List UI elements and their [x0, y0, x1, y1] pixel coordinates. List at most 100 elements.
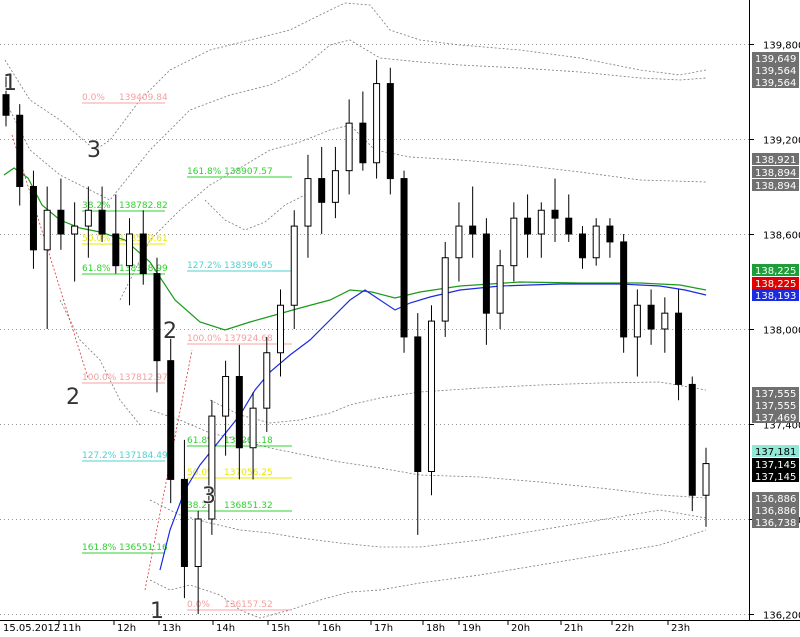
fib-level-price: 137261.18: [224, 436, 273, 446]
y-axis-label: 138,000: [763, 326, 800, 337]
envelope-band: [4, 2, 707, 151]
candle-body: [702, 463, 710, 496]
fib-level-pct: 50.0%: [82, 234, 111, 244]
candle-body: [29, 186, 37, 251]
fib-level-price: 136551.16: [119, 543, 168, 553]
fib-level-price: 137184.49: [119, 451, 168, 461]
envelope-band: [149, 499, 707, 548]
candle-body: [647, 304, 655, 330]
fib-level-price: 139409.84: [119, 93, 168, 103]
candle-body: [290, 225, 298, 306]
price-tag: [752, 470, 799, 482]
candle-body: [16, 114, 24, 187]
price-tag: [752, 264, 799, 276]
x-axis-label: 17h: [374, 623, 393, 633]
x-axis-label: 23h: [671, 623, 690, 633]
envelope-band: [204, 194, 306, 231]
envelope-band: [209, 381, 707, 424]
price-tag-label: 136,886: [755, 494, 796, 505]
candle-body: [414, 336, 422, 472]
x-axis-label: 22h: [615, 623, 634, 633]
y-axis-label: 136,200: [763, 611, 800, 622]
candle-body: [222, 376, 230, 417]
price-tag: [752, 289, 799, 301]
candle-body: [359, 122, 367, 164]
price-tag: [752, 166, 799, 178]
candle-body: [455, 225, 463, 259]
wave-label: 2: [163, 319, 177, 344]
fib-level-price: 138907.57: [224, 167, 273, 177]
price-tag: [752, 445, 799, 457]
price-tag: [752, 153, 799, 165]
price-tag-label: 137,181: [755, 447, 796, 458]
fib-level-price: 137056.25: [224, 468, 273, 478]
candle-body: [537, 209, 545, 235]
fib-level-pct: 61.8%: [187, 436, 216, 446]
fib-level-pct: 127.2%: [187, 261, 222, 271]
candle-body: [71, 225, 79, 235]
candle-body: [551, 209, 559, 219]
fib-level-pct: 38.2%: [82, 201, 111, 211]
fib-level-price: 136851.32: [224, 501, 273, 511]
price-tag: [752, 64, 799, 76]
envelope-band: [119, 124, 707, 301]
x-axis-label: 14h: [216, 623, 235, 633]
candle-body: [441, 257, 449, 322]
candle-body: [126, 233, 134, 267]
x-axis-label: 20h: [511, 623, 530, 633]
fib-level-pct: 161.8%: [82, 543, 117, 553]
fib-level-pct: 38.2%: [187, 501, 216, 511]
x-axis-label: 21h: [564, 623, 583, 633]
fib-level-price: 138396.95: [224, 261, 273, 271]
candle-body: [633, 304, 641, 338]
candle-body: [386, 83, 394, 180]
price-tag: [752, 399, 799, 411]
envelope-band: [59, 299, 141, 426]
candle-body: [277, 304, 285, 354]
x-axis-start-label: 15.05.2012: [3, 623, 60, 633]
price-tag-label: 138,225: [755, 279, 796, 290]
fib-level-pct: 0.0%: [82, 93, 105, 103]
price-tag-label: 139,564: [755, 66, 796, 77]
fib-level-pct: 61.8%: [82, 264, 111, 274]
fib-level-price: 138782.82: [119, 201, 168, 211]
candle-body: [482, 233, 490, 314]
candle-body: [620, 241, 628, 338]
fib-level-pct: 127.2%: [82, 451, 117, 461]
candle-body: [688, 383, 696, 496]
wave-label: 1: [3, 71, 17, 96]
price-tag-label: 138,921: [755, 155, 796, 166]
y-axis-label: 139,200: [763, 136, 800, 147]
x-axis-label: 11h: [62, 623, 81, 633]
price-tag: [752, 179, 799, 191]
wave-label: 2: [66, 385, 80, 410]
candle-body: [57, 209, 65, 235]
price-tag-label: 137,469: [755, 413, 796, 424]
candle-body: [263, 352, 271, 409]
x-axis-label: 15h: [271, 623, 290, 633]
price-tag: [752, 52, 799, 64]
candle-body: [43, 209, 51, 251]
wave-trendline: [144, 349, 193, 591]
price-tag: [752, 76, 799, 88]
candle-body: [180, 478, 188, 567]
price-tag-label: 136,886: [755, 506, 796, 517]
candle-body: [524, 217, 532, 235]
candle-body: [167, 360, 175, 480]
price-tag-label: 137,145: [755, 472, 796, 483]
y-axis-label: 139,800: [763, 41, 800, 52]
candle-body: [84, 209, 92, 227]
price-tag-label: 138,894: [755, 181, 796, 192]
envelope-band: [149, 529, 707, 619]
candle-body: [2, 94, 10, 116]
wave-label: 3: [202, 484, 216, 509]
x-axis-label: 18h: [426, 623, 445, 633]
wave-label: 3: [87, 138, 101, 163]
candle-body: [373, 83, 381, 164]
price-tag: [752, 492, 799, 504]
candle-body: [112, 233, 120, 267]
price-tag: [752, 387, 799, 399]
y-axis-label: 137,400: [763, 421, 800, 432]
